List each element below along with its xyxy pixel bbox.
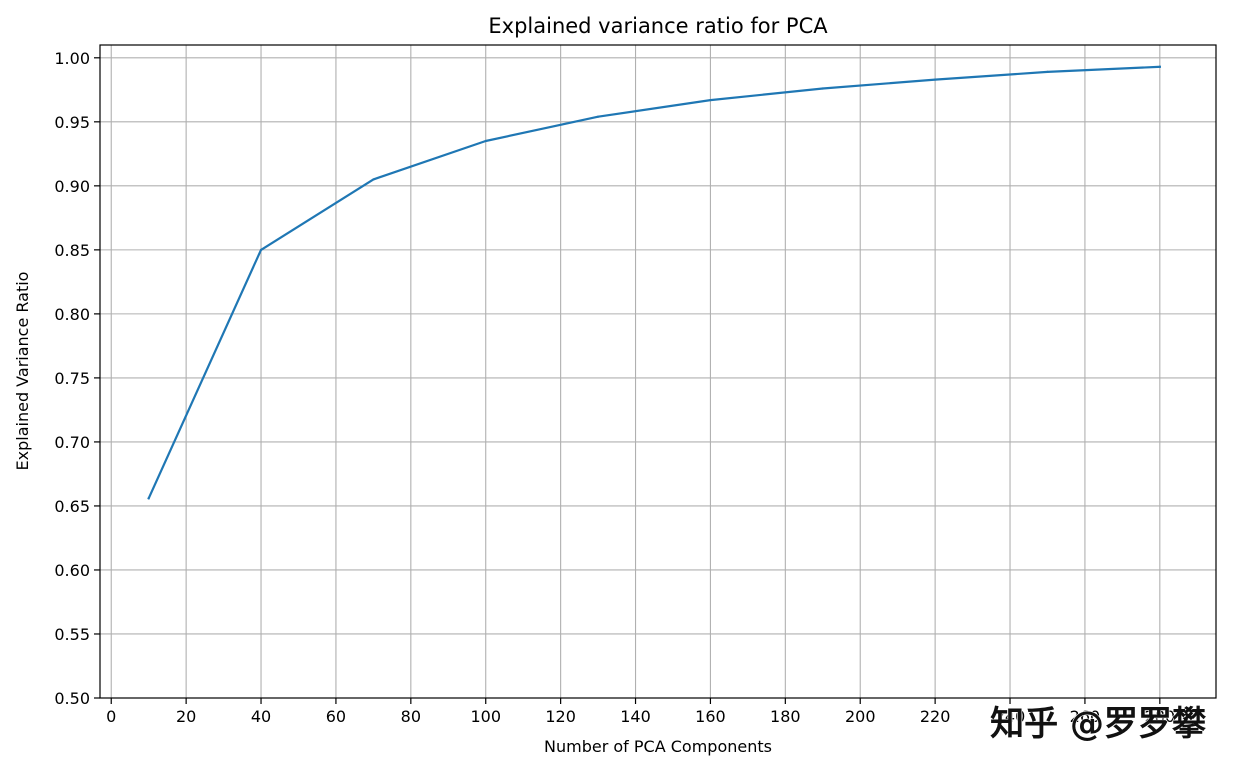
data-point (596, 115, 600, 118)
x-tick-label: 20 (176, 707, 196, 726)
y-tick-label: 0.80 (54, 305, 90, 324)
x-tick-label: 280 (1145, 707, 1176, 726)
y-tick-label: 0.85 (54, 241, 90, 260)
ticks: 0 20 40 60 80 100 120 140 160 180 200 220 240 260 280 0… (54, 49, 1175, 726)
x-tick-label: 260 (1070, 707, 1101, 726)
watermark-text: 知乎 @罗罗攀 (990, 704, 1207, 744)
x-tick-label: 160 (695, 707, 726, 726)
x-tick-label: 40 (251, 707, 271, 726)
y-tick-label: 0.50 (54, 689, 90, 708)
x-tick-label: 200 (845, 707, 876, 726)
data-point (259, 248, 263, 251)
data-point (1046, 70, 1049, 73)
y-tick-label: 0.95 (54, 113, 90, 132)
grid (100, 45, 1216, 699)
x-tick-label: 60 (326, 707, 346, 726)
series-layer (147, 65, 1161, 500)
x-tick-label: 140 (620, 707, 651, 726)
x-tick-label: 0 (106, 707, 116, 726)
x-tick-label: 100 (470, 707, 501, 726)
y-tick-label: 0.75 (54, 369, 90, 388)
x-axis-label: Number of PCA Components (544, 737, 772, 756)
x-tick-label: 180 (770, 707, 801, 726)
x-tick-label: 120 (545, 707, 576, 726)
plot-frame (99, 44, 1217, 699)
x-tick-label: 80 (401, 707, 421, 726)
data-point (147, 497, 150, 500)
y-axis-label: Explained Variance Ratio (13, 272, 32, 471)
y-tick-label: 1.00 (54, 49, 90, 68)
data-point (484, 139, 487, 143)
series-line (147, 65, 1161, 500)
data-point (372, 178, 375, 181)
data-point (709, 98, 712, 102)
y-tick-label: 0.55 (54, 625, 90, 644)
x-tick-label: 240 (995, 707, 1026, 726)
y-tick-label: 0.65 (54, 497, 90, 516)
x-tick-label: 220 (920, 707, 951, 726)
data-point (1158, 65, 1161, 68)
y-tick-label: 0.60 (54, 561, 90, 580)
y-tick-label: 0.70 (54, 433, 90, 452)
data-point (934, 78, 937, 81)
y-tick-label: 0.90 (54, 177, 90, 196)
data-point (821, 87, 824, 90)
chart-title: Explained variance ratio for PCA (488, 14, 828, 38)
